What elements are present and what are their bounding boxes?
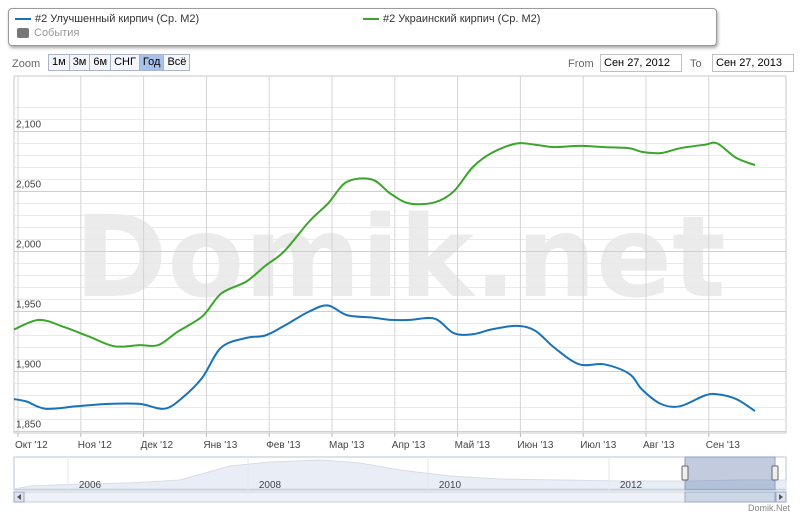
x-tick-label: Апр '13: [392, 440, 426, 451]
x-tick-label: Авг '13: [643, 440, 675, 451]
range-from-input[interactable]: Сен 27, 2012: [600, 54, 682, 72]
navigator-tick-label: 2012: [620, 480, 643, 491]
zoom-3m-button[interactable]: 3м: [68, 54, 91, 71]
y-tick-label: 2,100: [16, 120, 41, 131]
series-line-improved-brick: [13, 304, 756, 412]
chevron-right-icon: [779, 494, 783, 500]
legend-label-events: События: [34, 27, 80, 39]
events-icon: [17, 28, 29, 39]
credit-link[interactable]: Domik.Net: [747, 503, 790, 513]
x-tick-label: Ноя '12: [78, 440, 112, 451]
y-tick-label: 2,050: [16, 180, 41, 191]
x-tick-label: Июн '13: [517, 440, 553, 451]
legend-label-ukrainian-brick: #2 Украинский кирпич (Ср. M2): [383, 13, 541, 25]
range-to-input[interactable]: Сен 27, 2013: [712, 54, 794, 72]
watermark: Domik.net: [74, 193, 725, 323]
navigator-selected-range: [684, 456, 776, 491]
y-tick-label: 1,850: [16, 420, 41, 431]
x-tick-label: Июл '13: [580, 440, 617, 451]
scrollbar-thumb: [684, 491, 776, 503]
zoom-buttons: 1м 3м 6м СНГ Год Всё: [48, 54, 191, 71]
x-tick-label: Фев '13: [266, 440, 301, 451]
x-tick-label: Янв '13: [203, 440, 237, 451]
x-tick-label: Май '13: [455, 440, 491, 451]
zoom-all-button[interactable]: Всё: [163, 54, 191, 71]
range-from-label: From: [568, 58, 594, 70]
legend-label-improved-brick: #2 Улучшенный кирпич (Ср. M2): [35, 13, 200, 25]
legend-swatch-improved-brick: [15, 18, 31, 21]
x-tick-label: Дек '12: [141, 440, 174, 451]
legend-swatch-ukrainian-brick: [363, 18, 379, 21]
navigator-handle-right: [771, 465, 779, 481]
navigator-handle-left: [681, 465, 689, 481]
legend-item-events[interactable]: События: [17, 27, 79, 39]
x-tick-label: Сен '13: [706, 440, 741, 451]
navigator-tick-label: 2008: [259, 480, 282, 491]
plot-area: [13, 75, 787, 434]
y-tick-label: 1,900: [16, 360, 41, 371]
x-tick-label: Мар '13: [329, 440, 365, 451]
navigator-tick-label: 2010: [439, 480, 462, 491]
legend: #2 Улучшенный кирпич (Ср. M2) #2 Украинс…: [8, 8, 717, 46]
zoom-1m-button[interactable]: 1м: [48, 54, 70, 71]
zoom-label: Zoom: [12, 58, 41, 70]
navigator-tick-label: 2006: [79, 480, 102, 491]
series-line-ukrainian-brick: [13, 141, 756, 348]
chevron-left-icon: [17, 494, 21, 500]
navigator-series-area: [13, 459, 787, 490]
legend-item-improved-brick[interactable]: #2 Улучшенный кирпич (Ср. M2): [15, 13, 199, 25]
y-tick-label: 1,950: [16, 300, 41, 311]
legend-item-ukrainian-brick[interactable]: #2 Украинский кирпич (Ср. M2): [363, 13, 540, 25]
y-tick-label: 2,000: [16, 240, 41, 251]
zoom-6m-button[interactable]: 6м: [89, 54, 112, 71]
x-tick-label: Окт '12: [15, 440, 48, 451]
zoom-ytd-button[interactable]: СНГ: [110, 54, 140, 71]
range-to-label: To: [690, 58, 702, 70]
scrollbar-track: [13, 491, 787, 503]
zoom-1y-button[interactable]: Год: [138, 54, 165, 71]
